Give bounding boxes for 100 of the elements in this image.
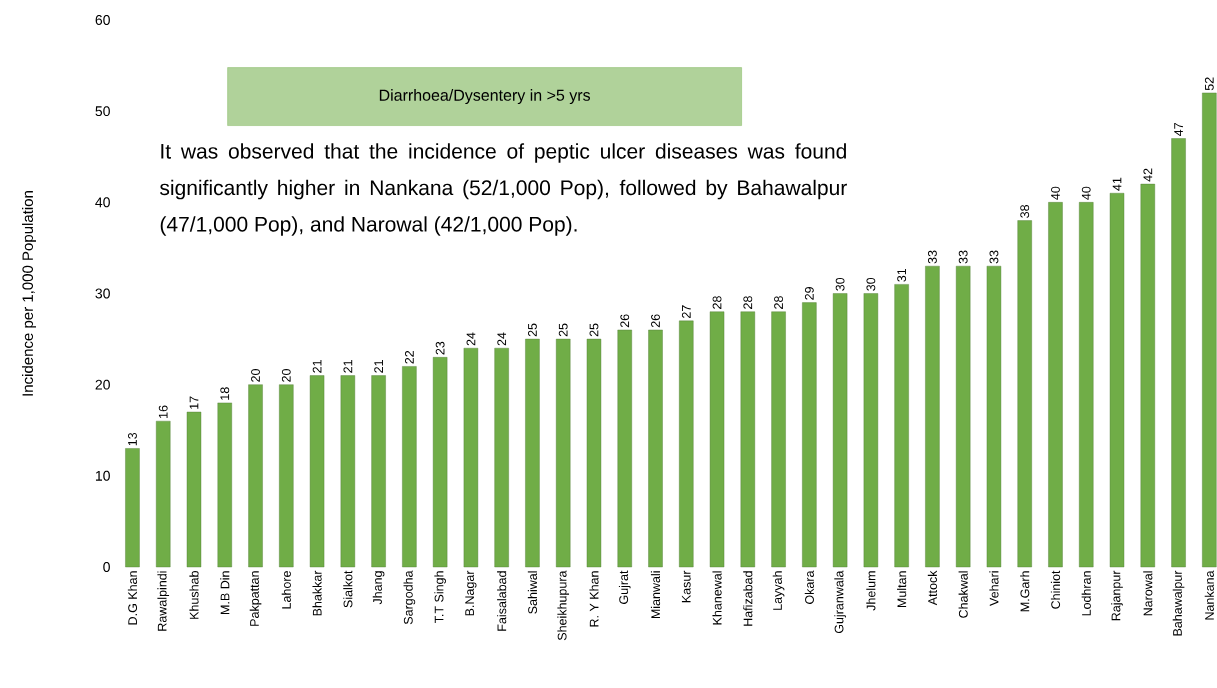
- x-tick-label: Lahore: [281, 571, 291, 609]
- bar: [586, 338, 602, 568]
- data-label: 23: [435, 341, 445, 355]
- bar: [340, 375, 356, 568]
- bar: [309, 375, 325, 568]
- data-label: 24: [497, 332, 507, 346]
- x-tick-label: Sheikhupura: [557, 570, 570, 641]
- data-label: 20: [281, 369, 291, 382]
- data-label: 16: [158, 405, 168, 418]
- y-tick-label: 20: [95, 379, 110, 390]
- data-label: 52: [1204, 77, 1214, 91]
- x-tick-label: Okara: [804, 570, 814, 604]
- x-tick-label: Chiniot: [1050, 570, 1061, 609]
- bar: [525, 338, 540, 568]
- bar: [648, 329, 663, 568]
- x-tick-label: Gujranwala: [834, 570, 846, 634]
- data-label: 30: [835, 277, 845, 291]
- data-label: 26: [651, 314, 660, 328]
- data-label: 33: [958, 250, 968, 264]
- x-tick-label: Attock: [927, 570, 937, 606]
- bar: [1109, 193, 1125, 568]
- data-label: 17: [189, 396, 199, 409]
- data-label: 33: [927, 250, 937, 264]
- y-tick-label: 40: [95, 197, 110, 208]
- y-tick-label: 0: [103, 562, 110, 572]
- bar: [955, 265, 971, 568]
- bar: [463, 348, 479, 568]
- bar: [217, 402, 232, 568]
- bar: [125, 448, 140, 568]
- data-label: 29: [804, 287, 814, 300]
- annotation: It was observed that the incidence of peptic ulcer diseases was found significantly higher in Nankana (52/1,000 Pop), followed by Bahawalpur (47/1,000 Pop), and Narowal (42/1,000 Pop).: [160, 143, 847, 236]
- y-tick-label: 50: [95, 106, 110, 117]
- x-tick-label: Jhang: [372, 571, 385, 605]
- data-label: 28: [712, 296, 722, 309]
- x-tick-label: Vehari: [989, 571, 999, 606]
- x-tick-label: Layyah: [772, 571, 785, 610]
- bar: [1202, 92, 1217, 568]
- chart-title: Diarrhoea/Dysentery in >5 yrs: [379, 89, 591, 105]
- x-tick-label: Nankana: [1204, 570, 1214, 620]
- bar: [771, 311, 786, 568]
- data-label: 25: [558, 323, 568, 337]
- data-label: 20: [251, 369, 260, 382]
- bar: [1171, 138, 1186, 568]
- x-tick-label: Bhakkar: [312, 570, 322, 616]
- data-label: 25: [528, 323, 537, 337]
- x-tick-label: Sialkot: [343, 570, 353, 608]
- x-tick-label: Gujrat: [618, 570, 631, 604]
- data-label: 21: [312, 360, 322, 373]
- x-tick-label: M.Garh: [1020, 571, 1030, 612]
- bar: [679, 320, 694, 568]
- bar: [617, 329, 632, 568]
- bar: [556, 338, 571, 568]
- x-tick-label: Hafizabad: [743, 571, 753, 626]
- x-tick-label: Pakpattan: [249, 571, 262, 626]
- bar: [248, 384, 263, 568]
- data-label: 21: [374, 360, 383, 373]
- x-tick-label: R. Y Khan: [589, 571, 599, 627]
- data-label: 33: [989, 250, 999, 264]
- y-axis-title: Incidence per 1,000 Population: [22, 191, 36, 396]
- bar: [863, 293, 879, 568]
- y-tick-label: 30: [95, 288, 110, 299]
- y-tick-label: 60: [95, 15, 110, 25]
- data-label: 40: [1051, 186, 1060, 200]
- data-label: 24: [466, 332, 476, 346]
- x-tick-label: Khushab: [189, 571, 199, 619]
- x-tick-label: Faisalabad: [497, 571, 507, 631]
- bar: [894, 284, 909, 568]
- x-tick-label: Sargodha: [403, 570, 416, 625]
- bar: [1017, 220, 1032, 568]
- data-label: 26: [620, 314, 630, 328]
- bar: [494, 348, 509, 568]
- bar: [1079, 202, 1094, 568]
- x-tick-label: Mianwali: [650, 571, 661, 619]
- x-tick-label: Narowal: [1143, 571, 1153, 616]
- x-tick-label: Kasur: [681, 570, 691, 603]
- x-tick-label: Chakwal: [958, 571, 968, 618]
- bar: [925, 265, 940, 568]
- x-tick-label: M.B Din: [220, 571, 230, 614]
- bar: [986, 265, 1002, 568]
- data-label: 40: [1081, 186, 1091, 200]
- data-label: 27: [681, 305, 691, 319]
- x-tick-label: D.G Khan: [127, 571, 138, 625]
- data-label: 28: [743, 296, 753, 309]
- x-tick-label: Bahawalpur: [1172, 570, 1185, 636]
- data-label: 28: [774, 296, 783, 309]
- bar: [432, 357, 448, 568]
- data-label: 38: [1020, 205, 1030, 218]
- data-label: 21: [343, 360, 353, 373]
- data-label: 42: [1143, 168, 1153, 182]
- x-tick-label: B.Nagar: [465, 570, 477, 616]
- x-tick-label: Khanewal: [712, 571, 722, 625]
- data-label: 31: [897, 268, 907, 282]
- bar: [371, 375, 386, 568]
- x-tick-label: Rawalpindi: [157, 571, 170, 631]
- x-tick-label: Sahiwal: [527, 571, 538, 614]
- bar: [709, 311, 725, 568]
- bar: [832, 293, 848, 568]
- x-tick-label: Rajanpur: [1111, 570, 1123, 621]
- data-label: 47: [1174, 123, 1183, 137]
- data-label: 13: [128, 432, 137, 446]
